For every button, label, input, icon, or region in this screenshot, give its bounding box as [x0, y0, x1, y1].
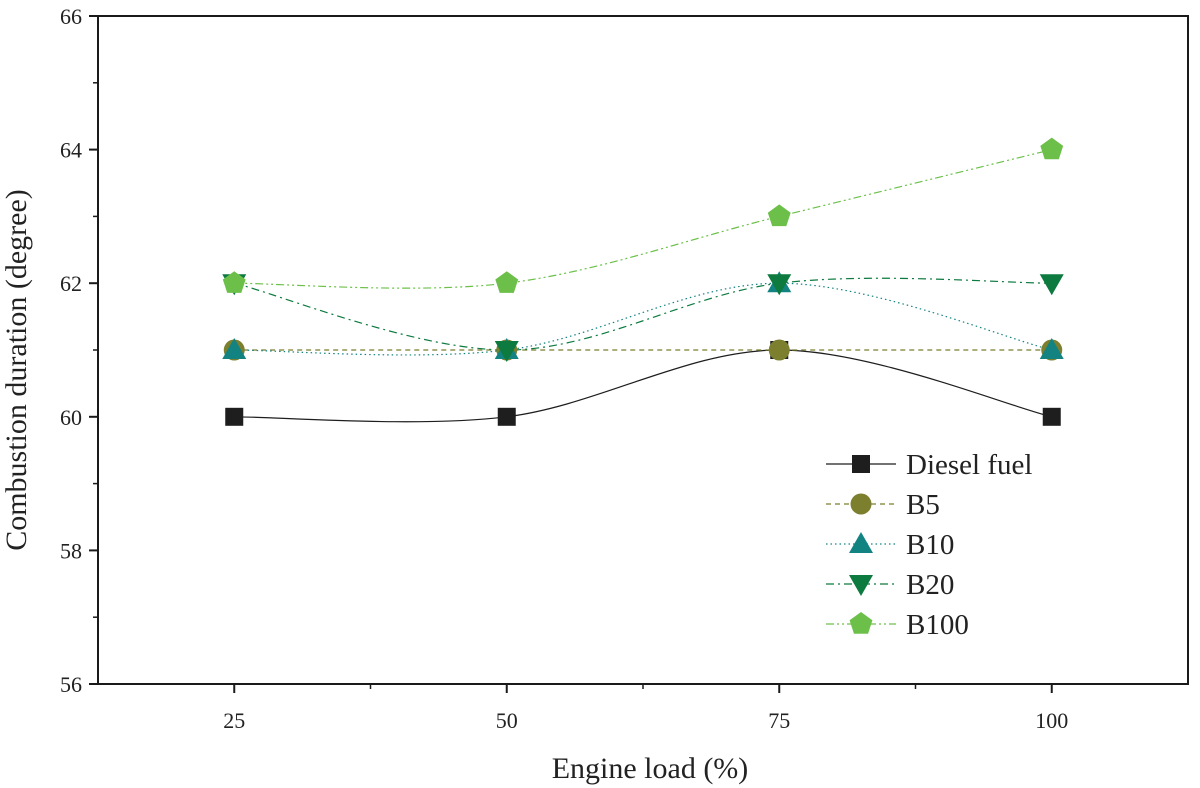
data-point-b20 — [494, 341, 519, 362]
data-point-b20 — [1039, 274, 1064, 296]
legend-label: Diesel fuel — [906, 449, 1032, 481]
y-tick-label: 66 — [60, 4, 82, 29]
x-tick-label: 25 — [223, 708, 245, 733]
x-axis-ticks: 25 50 75 100 — [223, 684, 1068, 733]
x-tick-label: 50 — [496, 708, 518, 733]
series-lines — [234, 149, 1052, 423]
data-point-diesel-fuel — [497, 407, 516, 426]
x-tick-label: 75 — [768, 708, 790, 733]
legend: Diesel fuel B5 B10 B20 B100 — [826, 449, 1032, 641]
series-line-b10 — [234, 282, 1052, 356]
data-point-diesel-fuel — [225, 407, 244, 426]
data-point-b5 — [768, 339, 790, 361]
legend-label: B10 — [906, 529, 954, 561]
data-point-b10 — [1039, 338, 1064, 359]
data-point-b20 — [767, 274, 792, 296]
data-point-b100 — [767, 204, 791, 227]
y-tick-label: 64 — [60, 138, 82, 163]
data-point-b100 — [222, 271, 246, 293]
data-point-diesel-fuel — [1042, 407, 1061, 426]
legend-marker — [852, 455, 870, 473]
legend-marker — [850, 493, 872, 515]
legend-label: B5 — [906, 489, 940, 521]
data-point-b100 — [1040, 137, 1064, 160]
legend-marker — [849, 612, 873, 634]
series-line-b20 — [234, 277, 1052, 351]
x-axis-title: Engine load (%) — [552, 752, 749, 785]
y-tick-label: 56 — [60, 672, 82, 697]
series-line-b100 — [234, 149, 1052, 289]
y-tick-label: 62 — [60, 271, 82, 296]
y-tick-label: 58 — [60, 538, 82, 563]
series-line-diesel-fuel — [234, 349, 1052, 423]
y-axis-title: Combustion duration (degree) — [0, 189, 33, 551]
data-point-b10 — [222, 338, 247, 359]
legend-marker — [849, 532, 873, 553]
x-tick-label: 100 — [1035, 708, 1068, 733]
y-axis-ticks: 56 58 60 62 64 66 — [60, 4, 98, 697]
legend-label: B20 — [906, 569, 954, 601]
legend-marker — [849, 575, 873, 596]
data-point-b100 — [495, 271, 519, 293]
series-markers — [222, 137, 1064, 426]
legend-label: B100 — [906, 609, 969, 641]
y-tick-label: 60 — [60, 405, 82, 430]
